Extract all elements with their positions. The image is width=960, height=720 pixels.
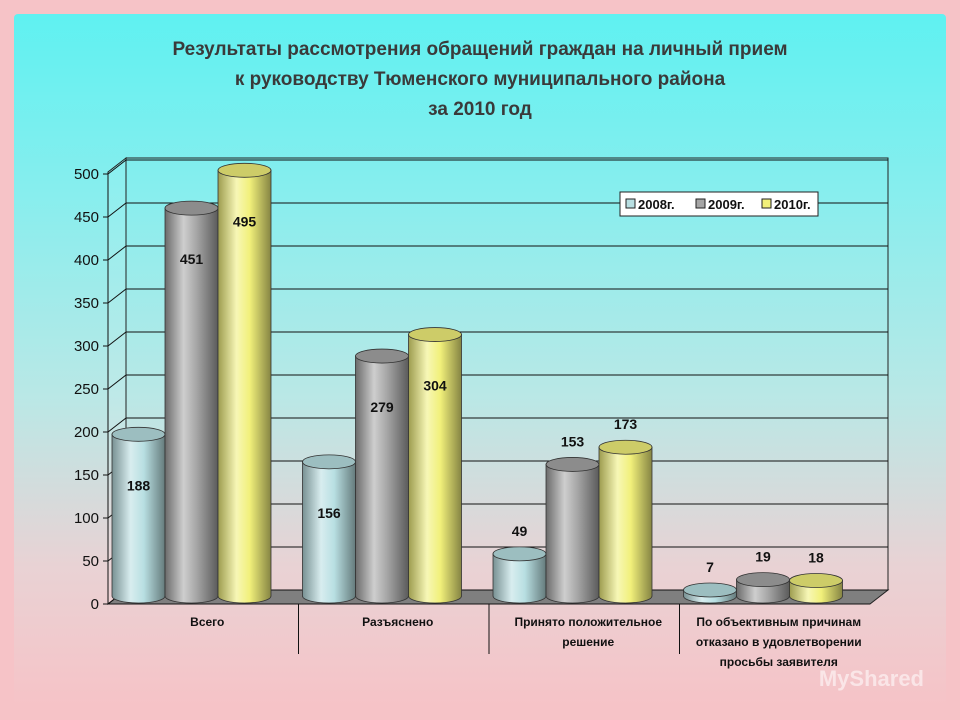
bar-2009г.-3 — [736, 572, 790, 604]
bar-2008г.-1 — [302, 454, 356, 604]
y-tick-label: 300 — [74, 338, 99, 355]
bar-top — [302, 454, 356, 470]
bar-top — [789, 573, 843, 588]
y-tick-label: 50 — [82, 553, 99, 570]
bar-body — [217, 169, 272, 604]
bar-top — [598, 439, 653, 455]
data-label: 188 — [127, 477, 151, 493]
bar-top — [545, 457, 600, 472]
category-label: Всего — [190, 615, 224, 629]
data-label: 304 — [423, 378, 447, 394]
y-tick-label: 200 — [74, 424, 99, 441]
y-tick-label: 500 — [74, 166, 99, 183]
gridline-side — [107, 288, 127, 304]
data-label: 18 — [808, 550, 824, 566]
y-tick-label: 350 — [74, 295, 99, 312]
legend-label-2: 2010г. — [774, 197, 811, 212]
gridline-side — [107, 202, 127, 218]
bar-top — [683, 582, 737, 598]
legend-label-0: 2008г. — [638, 197, 675, 212]
category-label: Разъяснено — [362, 615, 433, 629]
bar-top — [736, 572, 790, 588]
data-label: 495 — [233, 213, 257, 229]
bar-2010г.-0 — [217, 162, 272, 604]
y-tick-label: 100 — [74, 510, 99, 527]
category-label: просьбы заявителя — [720, 655, 838, 669]
y-tick-label: 450 — [74, 209, 99, 226]
data-label: 153 — [561, 433, 585, 449]
bar-2009г.-1 — [355, 348, 409, 604]
data-label: 173 — [614, 416, 638, 432]
legend-box — [619, 191, 819, 217]
bar-2010г.-3 — [789, 573, 843, 604]
y-tick-label: 250 — [74, 381, 99, 398]
data-label: 7 — [706, 559, 714, 575]
data-label: 19 — [755, 549, 771, 565]
bar-top — [355, 348, 409, 364]
category-label: отказано в удовлетворении — [696, 635, 862, 649]
bar-top — [492, 546, 547, 562]
y-tick-label: 400 — [74, 252, 99, 269]
bar-2008г.-2 — [492, 546, 547, 604]
data-label: 279 — [370, 399, 394, 415]
bar-body — [164, 207, 219, 604]
bar-2009г.-0 — [164, 200, 219, 604]
watermark: MyShared — [818, 666, 924, 691]
bar-2009г.-2 — [545, 457, 600, 604]
bar-body — [598, 446, 653, 604]
category-label: решение — [562, 635, 614, 649]
legend-swatch-1 — [695, 198, 706, 209]
chart-title-line-1: Результаты рассмотрения обращений гражда… — [172, 39, 788, 60]
bar-top — [164, 200, 219, 216]
y-tick-label: 0 — [91, 596, 99, 613]
gridline-side — [107, 331, 127, 347]
bar-body — [111, 433, 166, 604]
chart-title-line-3: за 2010 год — [428, 99, 532, 120]
bar-top — [111, 426, 166, 442]
category-label: По объективным причинам — [696, 615, 861, 629]
bar-body — [302, 461, 356, 604]
data-label: 451 — [180, 251, 204, 267]
bar-2010г.-2 — [598, 439, 653, 604]
bar-body — [492, 553, 547, 604]
bar-2010г.-1 — [408, 327, 462, 604]
bar-top — [217, 162, 272, 178]
bar-body — [408, 334, 462, 604]
bar-body — [545, 464, 600, 604]
legend-label-1: 2009г. — [708, 197, 745, 212]
category-label: Принято положительное — [514, 615, 662, 629]
gridline-side — [107, 159, 127, 175]
bar-top — [408, 327, 462, 342]
gridline-side — [107, 374, 127, 390]
legend-swatch-2 — [761, 198, 772, 209]
gridline-side — [107, 245, 127, 261]
bar-2008г.-0 — [111, 426, 166, 604]
bar-body — [355, 355, 409, 604]
bar-2008г.-3 — [683, 582, 737, 604]
data-label: 156 — [317, 505, 341, 521]
y-tick-label: 150 — [74, 467, 99, 484]
gridline-side — [107, 417, 127, 433]
chart-title-line-2: к руководству Тюменского муниципального … — [234, 69, 726, 90]
data-label: 49 — [512, 523, 528, 539]
legend-swatch-0 — [625, 198, 636, 209]
